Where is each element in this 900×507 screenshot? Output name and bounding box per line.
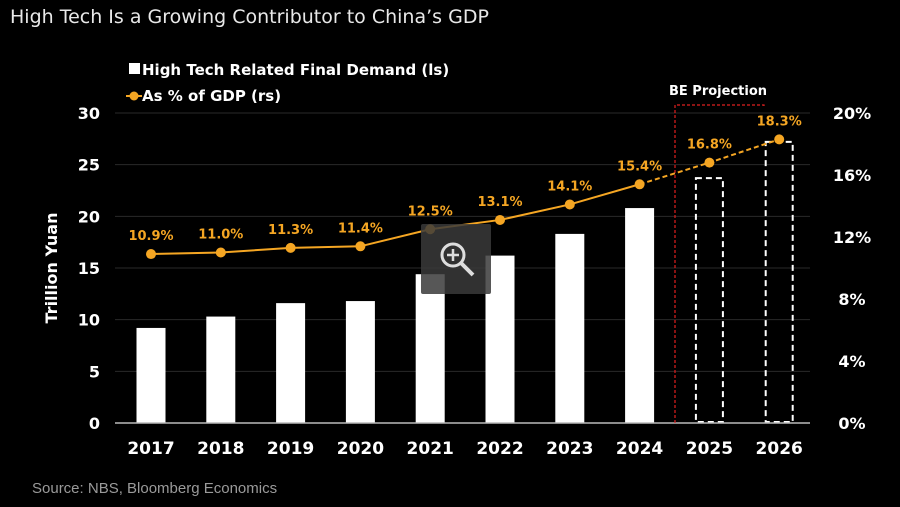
- data-label: 11.3%: [268, 223, 313, 238]
- data-label: 16.8%: [687, 138, 732, 153]
- projection-box: [674, 104, 765, 423]
- line-point: [146, 249, 156, 260]
- zoom-in-icon-plus: [447, 249, 459, 261]
- data-label: 12.5%: [408, 204, 453, 219]
- chart-title: High Tech Is a Growing Contributor to Ch…: [10, 6, 489, 28]
- x-tick-label: 2024: [616, 439, 663, 459]
- line-point: [634, 179, 645, 190]
- y-tick-label: 15: [78, 259, 100, 278]
- bar: [555, 233, 585, 423]
- bar-projected: [694, 177, 724, 423]
- bar-projected: [764, 140, 794, 424]
- line-point: [495, 214, 505, 225]
- data-label: 13.1%: [477, 195, 522, 210]
- x-tick-label: 2018: [197, 439, 244, 459]
- x-tick-label: 2022: [476, 439, 523, 459]
- line-point: [564, 199, 575, 210]
- zoom-overlay-bg: [421, 224, 491, 294]
- x-tick-label: 2025: [686, 439, 733, 459]
- y2-tick-label: 20%: [833, 104, 871, 123]
- legend-label: High Tech Related Final Demand (ls): [142, 61, 449, 79]
- x-tick-label: 2026: [756, 439, 803, 459]
- data-label: 15.4%: [617, 159, 662, 174]
- x-tick-label: 2017: [127, 439, 174, 459]
- y-tick-label: 30: [78, 104, 100, 123]
- line-series: [150, 183, 640, 256]
- y-tick-label: 20: [78, 207, 100, 226]
- data-label: 14.1%: [547, 179, 592, 194]
- y2-tick-label: 0%: [838, 414, 865, 433]
- y2-tick-label: 4%: [838, 352, 865, 371]
- line-point: [285, 242, 296, 253]
- bar: [136, 327, 166, 423]
- zoom-overlay[interactable]: [421, 224, 491, 294]
- data-label: 10.9%: [128, 229, 173, 244]
- zoom-in-icon: [440, 242, 466, 268]
- y-tick-label: 25: [78, 156, 100, 175]
- y-axis-label: Trillion Yuan: [42, 213, 61, 324]
- x-tick-label: 2020: [337, 439, 384, 459]
- legend-swatch-point: [129, 91, 139, 101]
- x-tick-label: 2021: [407, 439, 454, 459]
- data-label: 18.3%: [757, 114, 802, 129]
- y-tick-label: 5: [89, 362, 100, 381]
- legend-swatch-bar: [129, 63, 140, 74]
- bar: [625, 208, 655, 423]
- x-tick-label: 2023: [546, 439, 593, 459]
- line-point: [704, 157, 715, 168]
- x-tick-label: 2019: [267, 439, 314, 459]
- bar: [206, 316, 236, 423]
- y2-tick-label: 12%: [833, 228, 871, 247]
- projection-annotation: BE Projection: [669, 84, 767, 99]
- data-label: 11.4%: [338, 221, 383, 236]
- y-tick-label: 0: [89, 414, 100, 433]
- line-point: [774, 134, 785, 145]
- y2-tick-label: 8%: [838, 290, 865, 309]
- source-note: Source: NBS, Bloomberg Economics: [32, 480, 278, 497]
- legend-label: As % of GDP (rs): [142, 87, 281, 105]
- line-point: [215, 247, 226, 258]
- bar: [345, 301, 375, 423]
- y2-tick-label: 16%: [833, 166, 871, 185]
- line-point: [355, 241, 366, 252]
- bar: [415, 274, 445, 423]
- y-tick-label: 10: [78, 311, 100, 330]
- zoom-in-icon-handle: [459, 261, 475, 277]
- data-label: 11.0%: [198, 228, 243, 243]
- bar: [276, 303, 306, 423]
